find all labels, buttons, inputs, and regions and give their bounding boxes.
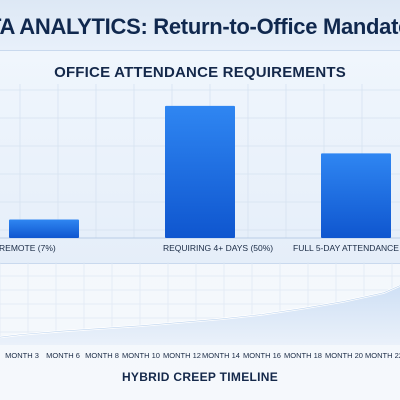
timeline-tick-label: MONTH 20 [325,351,363,360]
timeline-line-edge [0,285,400,338]
bar-chart-title: OFFICE ATTENDANCE REQUIREMENTS [54,64,346,81]
timeline-title: HYBRID CREEP TIMELINE [121,370,279,384]
title-band: TA ANALYTICS: Return-to-Office Mandate [0,0,400,50]
timeline-tick-label: MONTH 16 [243,351,281,360]
timeline-tick-label: MONTH 6 [46,351,80,360]
timeline-tick-label: MONTH 18 [284,351,322,360]
timeline-tick-label: MONTH 22 [365,351,400,360]
timeline-tick-label: MONTH 14 [202,351,240,360]
timeline-tick-label: MONTH 12 [163,351,201,360]
category-label: FULLY REMOTE (7%) [0,243,56,253]
timeline-area [0,285,400,345]
bar [321,153,391,238]
timeline-tick-label: MONTH 3 [5,351,39,360]
bar [165,105,235,238]
timeline-tick-label: MONTH 8 [85,351,119,360]
category-label: REQUIRING 4+ DAYS (50%) [163,243,273,253]
category-label: FULL 5-DAY ATTENDANCE (32%) [293,243,400,253]
page-title: TA ANALYTICS: Return-to-Office Mandate [0,14,400,39]
bar [9,219,79,238]
timeline-tick-label: MONTH 10 [122,351,160,360]
